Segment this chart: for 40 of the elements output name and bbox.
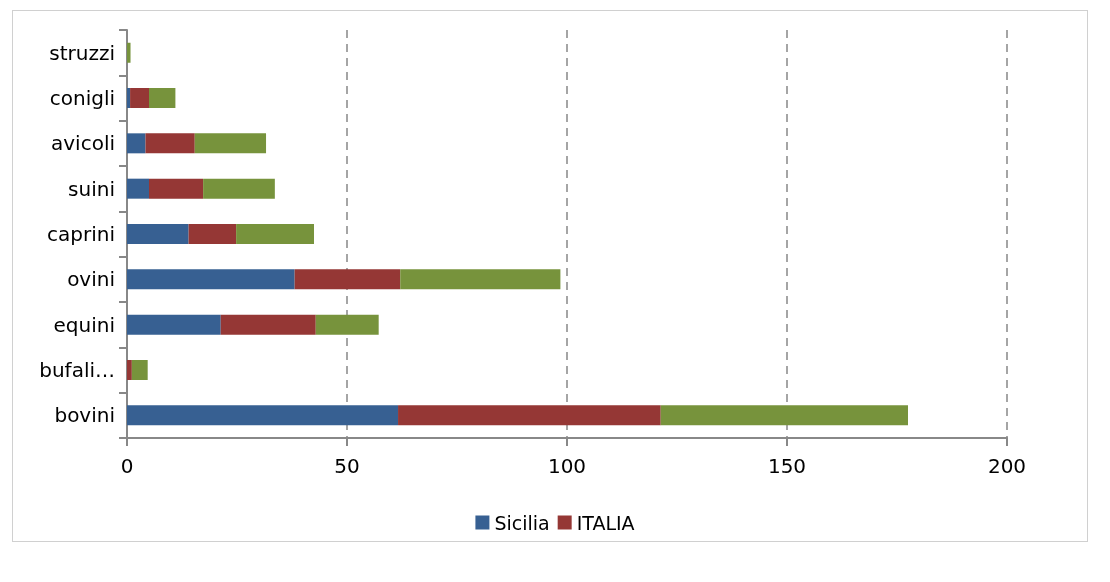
y-tick-label: bufali… xyxy=(39,358,115,382)
x-tick-label: 50 xyxy=(334,454,360,478)
bar xyxy=(398,405,661,426)
bar xyxy=(149,178,204,199)
bar xyxy=(294,269,401,290)
bar xyxy=(127,269,295,290)
bar xyxy=(315,314,379,335)
bar xyxy=(188,224,237,244)
bar xyxy=(145,133,195,154)
y-tick-label: bovini xyxy=(54,403,115,428)
bar xyxy=(400,269,561,290)
bar xyxy=(127,405,399,426)
bar xyxy=(131,360,148,380)
y-tick-label: equini xyxy=(53,312,115,337)
x-tick-label: 0 xyxy=(120,454,134,478)
bar xyxy=(149,88,176,108)
x-tick-label: 150 xyxy=(767,454,807,478)
bar xyxy=(130,88,149,108)
bar xyxy=(127,360,132,380)
bar xyxy=(127,42,131,63)
bar xyxy=(127,224,189,244)
legend-label: ITALIA xyxy=(576,511,635,534)
y-tick-label: ovini xyxy=(67,267,115,292)
bar xyxy=(127,88,131,108)
y-tick-label: caprini xyxy=(47,222,115,246)
bar xyxy=(127,314,221,335)
bar xyxy=(236,224,314,244)
bar xyxy=(127,133,146,154)
bar xyxy=(203,178,275,199)
y-tick-label: suini xyxy=(68,176,115,201)
bar xyxy=(220,314,316,335)
x-tick-label: 100 xyxy=(547,454,587,478)
bar xyxy=(127,178,149,199)
legend-label: Sicilia xyxy=(494,511,550,534)
y-tick-label: avicoli xyxy=(51,131,115,156)
x-tick-label: 200 xyxy=(987,454,1027,478)
y-tick-label: conigli xyxy=(49,86,115,110)
bar xyxy=(660,405,908,426)
y-tick-label: struzzi xyxy=(49,40,115,65)
bar xyxy=(194,133,267,154)
